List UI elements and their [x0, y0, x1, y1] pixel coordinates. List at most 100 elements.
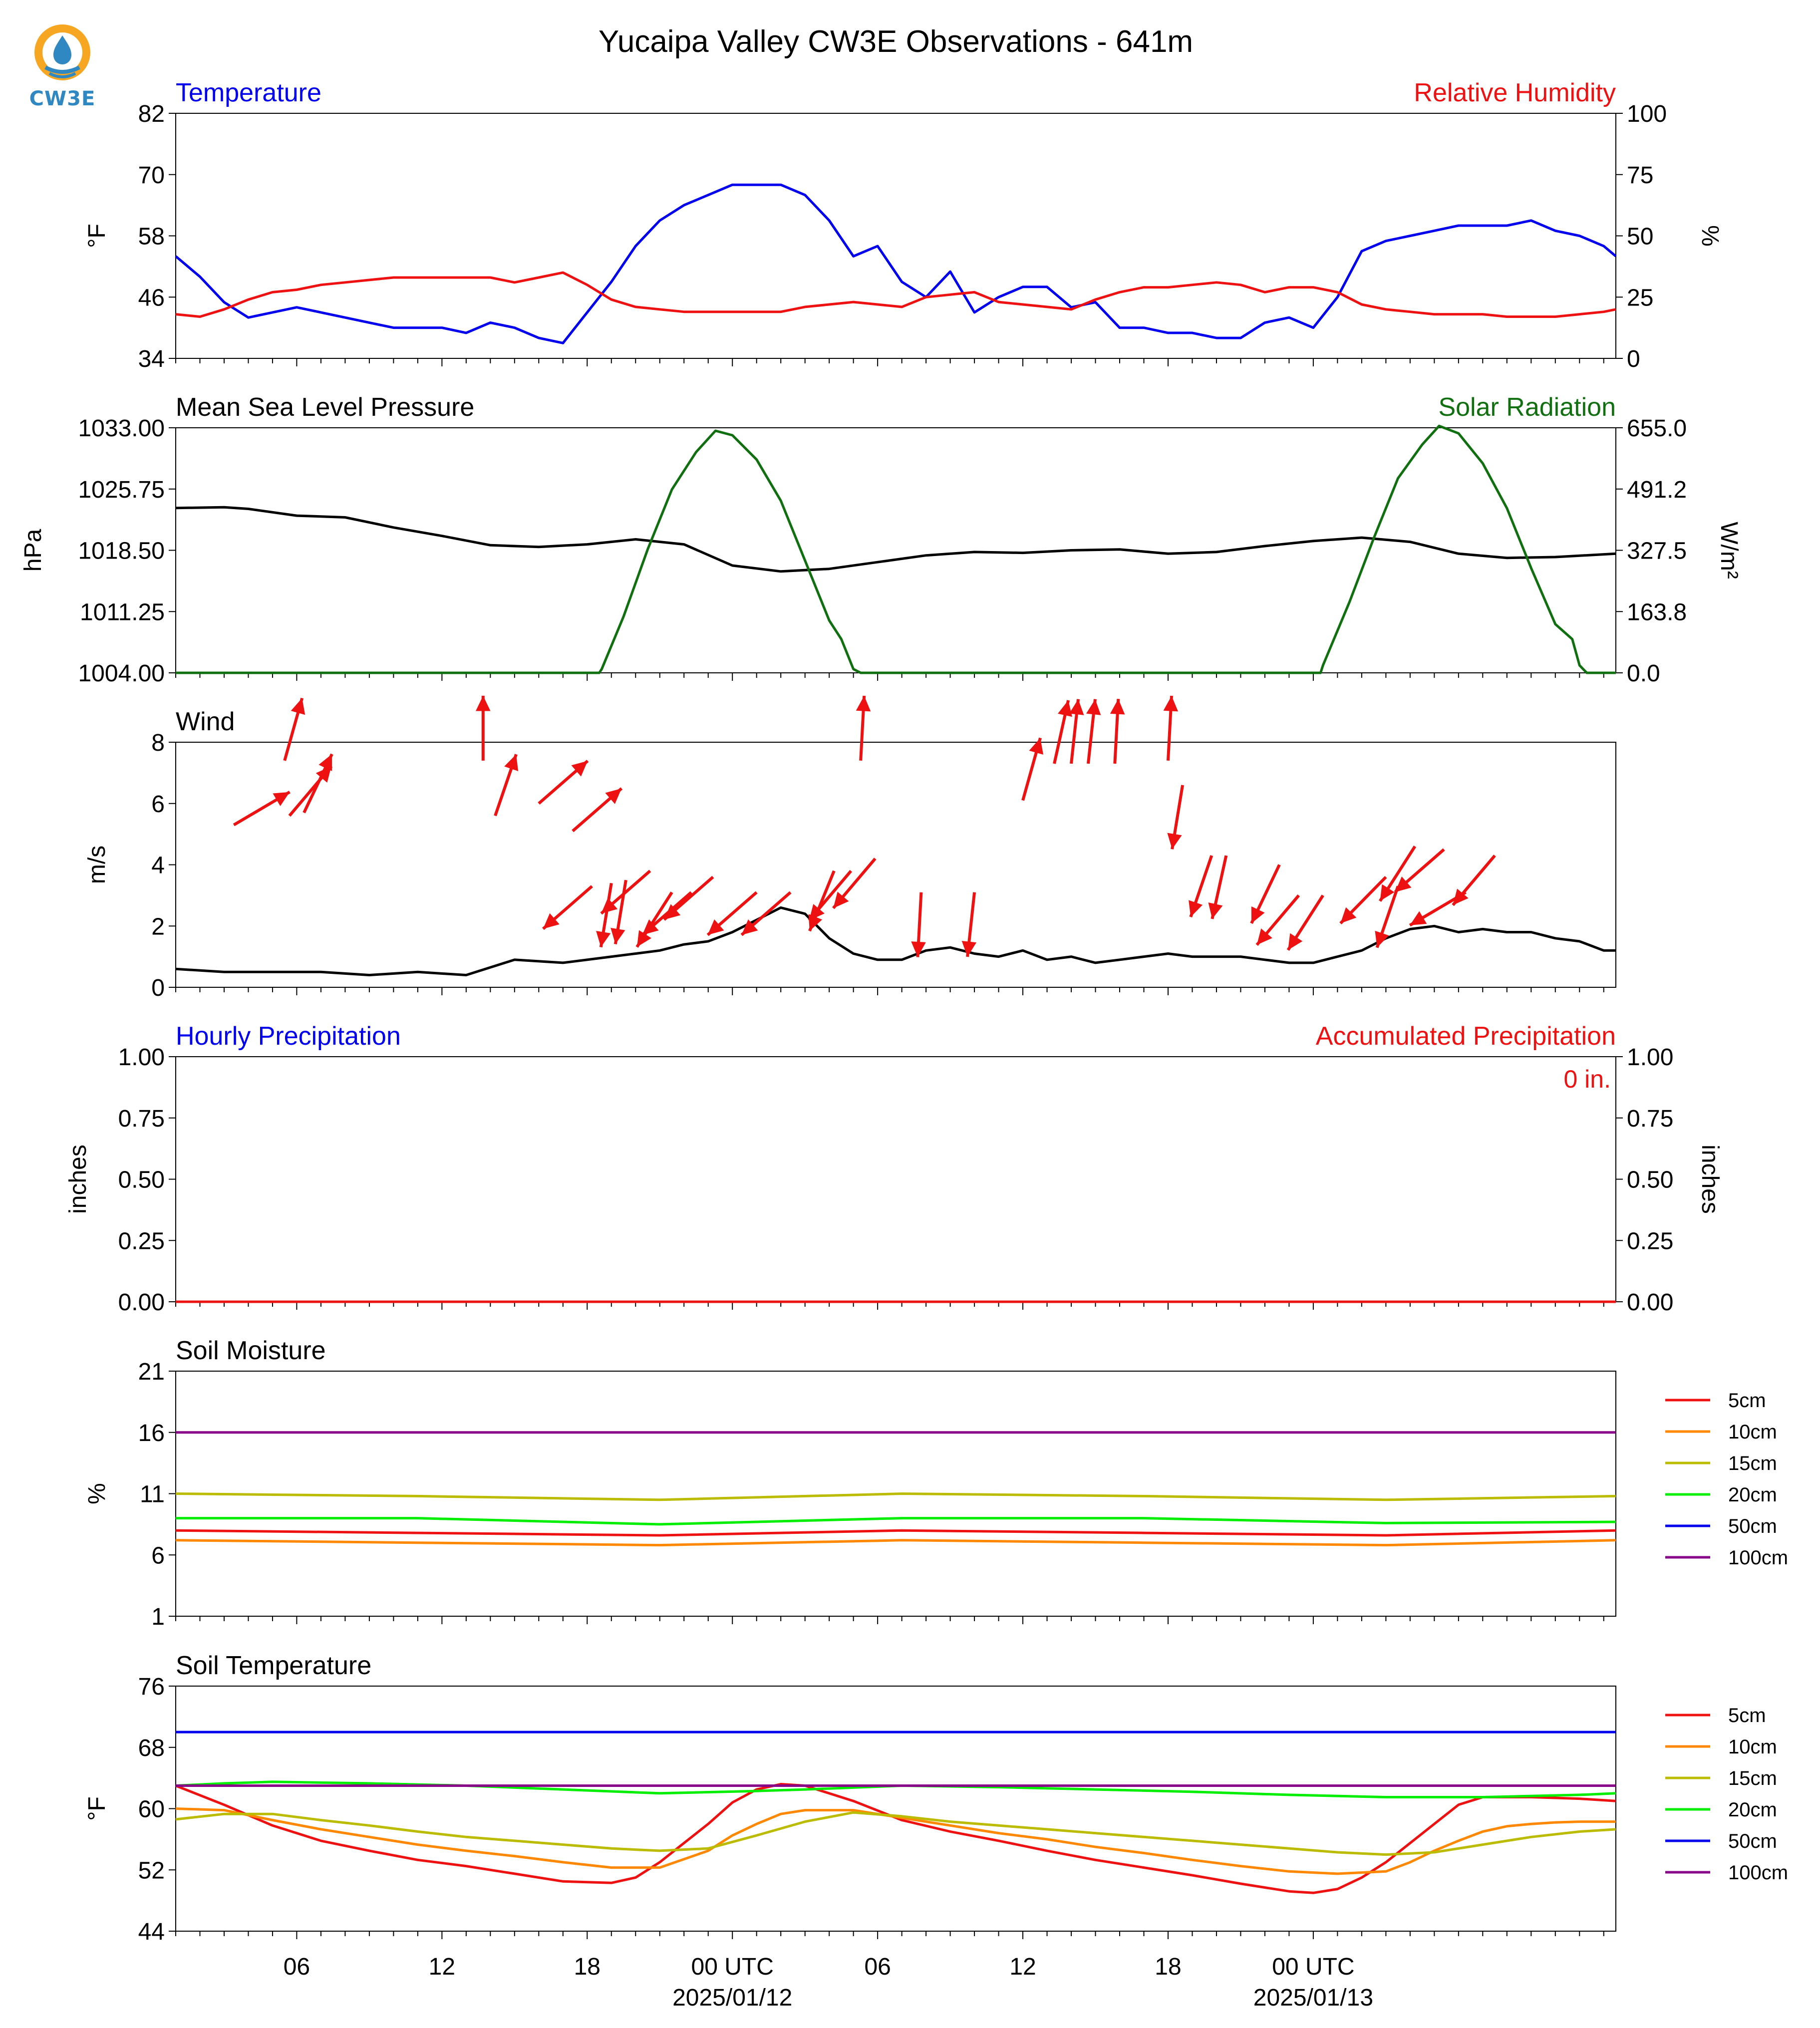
y-tick-label-right: 75	[1627, 162, 1653, 189]
wind-arrow-head	[504, 754, 519, 772]
y-tick-label-left: 0	[151, 975, 165, 1001]
y-tick-label-left: 1011.25	[80, 599, 165, 625]
plot-frame	[175, 742, 1616, 988]
wind-arrow-head	[318, 754, 332, 771]
chart-title: Yucaipa Valley CW3E Observations - 641m	[599, 24, 1193, 59]
series-line-s5	[175, 1529, 1616, 1537]
wind-arrow-head	[1167, 833, 1182, 850]
wind-arrow-head	[571, 761, 588, 777]
wind-arrow-head	[1189, 900, 1203, 917]
x-date-label: 2025/01/13	[1253, 1985, 1373, 2011]
legend-label: 5cm	[1728, 1390, 1766, 1412]
cw3e-logo: CW3E	[27, 17, 97, 110]
y-tick-label-left: 60	[138, 1796, 165, 1823]
y-tick-label-right: 100	[1627, 101, 1667, 127]
wind-arrow-head	[1256, 928, 1272, 945]
panel-title-left: Temperature	[176, 78, 321, 107]
wind-arrow-head	[809, 904, 825, 920]
y-tick-label-left: 6	[151, 1542, 165, 1569]
y-tick-label-left: 1.00	[118, 1044, 165, 1071]
y-tick-label-left: 76	[138, 1674, 165, 1700]
plot-frame	[175, 1056, 1616, 1302]
y-tick-label-left: 4	[151, 853, 165, 879]
panel-title-left: Wind	[176, 707, 235, 736]
y-tick-label-left: 0.25	[118, 1228, 165, 1254]
y-tick-label-left: 11	[140, 1481, 165, 1508]
y-tick-label-left: 1	[151, 1604, 165, 1630]
panel-title-right: Solar Radiation	[1438, 393, 1616, 422]
y-tick-label-right: 655.0	[1627, 415, 1687, 442]
legend-label: 50cm	[1728, 1515, 1777, 1537]
wind-arrow-head	[1340, 907, 1357, 923]
series-line-s5	[175, 1782, 1616, 1894]
wind-arrow-head	[642, 919, 659, 935]
y-axis-label-left: inches	[65, 1145, 91, 1214]
legend-label: 10cm	[1728, 1421, 1777, 1443]
y-axis-label-left: %	[84, 1483, 110, 1504]
wind-arrow-head	[1395, 876, 1412, 892]
y-tick-label-left: 1025.75	[78, 477, 165, 503]
y-axis-label-left: °F	[84, 224, 110, 248]
wind-arrow-head	[1251, 906, 1265, 923]
series-line-solar	[176, 424, 1616, 674]
y-tick-label-right: 25	[1627, 285, 1653, 311]
wind-arrow-head	[664, 904, 681, 920]
series-line-pressure	[175, 506, 1616, 573]
wind-arrow-head	[1410, 911, 1427, 925]
panel-title-right: Relative Humidity	[1414, 78, 1616, 107]
wind-arrow-head	[605, 788, 622, 804]
legend-label: 20cm	[1728, 1484, 1777, 1506]
wind-arrow-head	[1288, 933, 1303, 950]
y-tick-label-left: 21	[138, 1359, 165, 1385]
panel-title-left: Mean Sea Level Pressure	[176, 393, 474, 422]
legend-label: 100cm	[1728, 1547, 1788, 1569]
y-tick-label-left: 68	[138, 1735, 165, 1761]
y-tick-label-left: 46	[138, 285, 165, 311]
wind-arrow-head	[1029, 738, 1044, 755]
series-line-s10	[175, 1807, 1616, 1875]
legend-label: 5cm	[1728, 1705, 1766, 1727]
y-tick-label-left: 0.75	[118, 1106, 165, 1132]
wind-arrow-head	[596, 931, 611, 947]
wind-arrow-head	[833, 891, 849, 908]
y-tick-label-right: 0.75	[1627, 1106, 1673, 1132]
y-tick-label-right: 50	[1627, 224, 1653, 250]
panel-title-left: Soil Temperature	[176, 1651, 371, 1680]
wind-arrow-head	[476, 695, 491, 711]
wind-arrow-head	[1453, 888, 1469, 905]
y-tick-label-right: 327.5	[1627, 538, 1687, 565]
y-tick-label-left: 44	[138, 1919, 165, 1945]
y-tick-label-left: 0.50	[118, 1167, 165, 1193]
y-tick-label-left: 82	[138, 101, 165, 127]
y-axis-label-right: %	[1697, 225, 1723, 247]
legend-label: 20cm	[1728, 1799, 1777, 1821]
y-tick-label-right: 0.00	[1627, 1289, 1673, 1316]
series-line-s10	[175, 1539, 1616, 1547]
x-tick-label: 00 UTC	[1272, 1954, 1354, 1980]
wind-arrow-head	[856, 696, 871, 712]
wind-arrow-head	[543, 913, 560, 929]
wind-arrow-head	[1375, 930, 1389, 948]
wind-arrow-head	[1380, 884, 1395, 901]
y-tick-label-left: 52	[138, 1857, 165, 1884]
x-tick-label: 06	[864, 1954, 891, 1980]
legend-label: 15cm	[1728, 1452, 1777, 1474]
y-tick-label-right: 1.00	[1627, 1044, 1673, 1071]
legend-label: 15cm	[1728, 1767, 1777, 1789]
y-tick-label-left: 0.00	[118, 1289, 165, 1316]
x-tick-label: 18	[1155, 1954, 1181, 1980]
panel-title-left: Hourly Precipitation	[176, 1022, 401, 1051]
y-tick-label-left: 70	[138, 162, 165, 189]
y-tick-label-right: 0.50	[1627, 1167, 1673, 1193]
series-line-s15	[175, 1811, 1616, 1856]
x-tick-label: 06	[284, 1954, 310, 1980]
wind-arrow-head	[961, 940, 977, 957]
panel-title-right: Accumulated Precipitation	[1316, 1022, 1616, 1051]
plot-frame	[175, 427, 1616, 673]
y-axis-label-left: m/s	[84, 846, 110, 884]
y-tick-label-right: 0.0	[1627, 660, 1660, 687]
series-line-wind	[175, 906, 1616, 976]
legend-label: 10cm	[1728, 1736, 1777, 1758]
series-line-s20	[176, 1517, 1616, 1526]
